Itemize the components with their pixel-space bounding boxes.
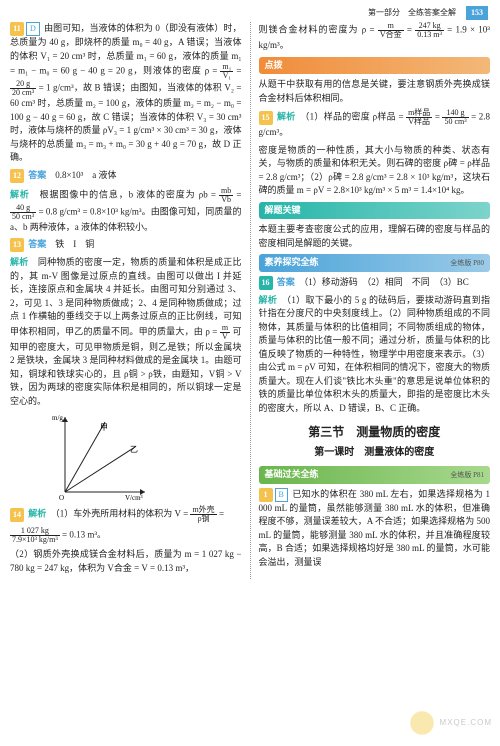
q12-frac1: mbVb (219, 187, 233, 204)
q15-frac2: 140 g50 cm³ (442, 109, 468, 126)
q13-val: 铁 I 铜 (55, 239, 94, 249)
header-part: 第一部分 全练答案全解 (368, 8, 456, 17)
q12-after1: = 0.8 g/cm³ = 0.8×10³ kg/m³。由图像可知，同质量的 a… (10, 206, 242, 231)
q16-val: （1）移动游码 （2）相同 不同 （3）BC (304, 277, 469, 287)
banner-jc: 基础过关全练 全练版 P81 (259, 466, 491, 484)
q11-num: 11 (10, 22, 24, 36)
page-number: 153 (466, 6, 488, 20)
svg-text:乙: 乙 (130, 445, 138, 454)
q16-ans: 16 答案 （1）移动游码 （2）相同 不同 （3）BC (259, 276, 491, 290)
banner-sy-title: 素养探究全练 (265, 256, 319, 270)
q12-num: 12 (10, 169, 24, 183)
svg-text:V/cm³: V/cm³ (125, 494, 143, 502)
svg-text:O: O (59, 494, 64, 502)
q14-frac4: 247 kg0.13 m³ (415, 22, 444, 39)
q13-ans-label: 答案 (28, 239, 46, 249)
banner-jc-right: 全练版 P81 (450, 470, 484, 481)
q15: 15 解析 （1）样品的密度 ρ样品 = m样品V样品 = 140 g50 cm… (259, 109, 491, 140)
mv-graph: m/g V/cm³ O 甲 乙 (50, 412, 150, 502)
tip2-banner: 解题关键 (259, 202, 491, 220)
q1b-text: 已知水的体积在 380 mL 左右，如果选择规格为 1 000 mL 的量筒，虽… (259, 489, 491, 567)
q13-after: 可知甲的密度大，可见甲物质是铜，则乙是铁；所以金属块 2 是铁块，金属块 3 是… (10, 326, 242, 405)
svg-text:甲: 甲 (100, 423, 108, 432)
q1b-opt: B (275, 488, 288, 502)
q11-text: 由图可知，当液体的体积为 0（即没有液体）时，总质量为 40 g，即烧杯的质量 … (10, 23, 242, 76)
q11-opt: D (26, 22, 40, 36)
q11-frac1: m₁V₁ (220, 63, 233, 80)
q1b-num: 1 (259, 488, 273, 502)
q15-num: 15 (259, 111, 273, 125)
tip1-banner: 点拨 (259, 57, 491, 75)
q12-val: 0.8×10³ a 液体 (55, 170, 116, 180)
q14-text2: （2）钢质外壳换成镁合金材料后，质量为 m = 1 027 kg − 780 k… (10, 548, 242, 575)
tip2-text: 本题主要考查密度公式的应用，理解石碑的密度与样品的密度相同是解题的关键。 (259, 223, 491, 250)
q1b: 1B 已知水的体积在 380 mL 左右，如果选择规格为 1 000 mL 的量… (259, 488, 491, 570)
banner-sy: 素养探究全练 全练版 P80 (259, 254, 491, 272)
q16-expl-label: 解析 (259, 295, 278, 305)
q11-after: = 1 g/cm³，故 B 错误；由图知，当液体的体积 V₂ = 60 cm³ … (10, 83, 242, 162)
q13-ans: 13 答案 铁 I 铜 (10, 238, 242, 252)
q12-frac2: 40 g50 cm³ (10, 204, 36, 221)
watermark: MXQE.COM (407, 708, 492, 738)
watermark-url: MXQE.COM (440, 717, 492, 729)
tip1-text: 从题干中获取有用的信息是关键，要注意钢质外壳换成镁合金材料后体积相同。 (259, 78, 491, 105)
q13-num: 13 (10, 238, 24, 252)
left-column: 11D 由图可知，当液体的体积为 0（即没有液体）时，总质量为 40 g，即烧杯… (10, 22, 251, 579)
q14-text3: 则镁合金材料的密度为 ρ = (259, 25, 378, 35)
q12-text1: 根据图像中的信息，b 液体的密度为 ρb = (40, 189, 219, 199)
q14-frac1: m外壳ρ钢 (190, 506, 216, 523)
q14-cont: 则镁合金材料的密度为 ρ = mV合金 = 247 kg0.13 m³ = 1.… (259, 22, 491, 53)
q13-text: 同种物质的密度一定，物质的质量和体积是成正比的，其 m-V 图像是过原点的直线。… (10, 257, 242, 336)
sec3-title: 第三节 测量物质的密度 (259, 423, 491, 441)
content-columns: 11D 由图可知，当液体的体积为 0（即没有液体）时，总质量为 40 g，即烧杯… (0, 0, 500, 589)
q14-frac3: mV合金 (378, 22, 404, 39)
right-column: 则镁合金材料的密度为 ρ = mV合金 = 247 kg0.13 m³ = 1.… (259, 22, 491, 579)
page-header: 第一部分 全练答案全解 153 (368, 6, 488, 20)
q16-ans-label: 答案 (277, 277, 295, 287)
q13-frac: mV (220, 324, 230, 341)
q15-text2: 密度是物质的一种性质，其大小与物质的种类、状态有关，与物质的质量和体积无关。则石… (259, 144, 491, 198)
q12-expl-label: 解析 (10, 189, 30, 199)
banner-sy-right: 全练版 P80 (450, 258, 484, 269)
q14-after1: = 0.13 m³。 (62, 530, 106, 540)
q14-text1: （1）车外壳所用材料的体积为 V = (55, 509, 190, 519)
q11-frac2: 20 g20 cm³ (10, 80, 36, 97)
svg-text:m/g: m/g (52, 414, 63, 422)
q11: 11D 由图可知，当液体的体积为 0（即没有液体）时，总质量为 40 g，即烧杯… (10, 22, 242, 165)
banner-jc-title: 基础过关全练 (265, 468, 319, 482)
q15-text1: （1）样品的密度 ρ样品 = (305, 112, 406, 122)
q15-expl-label: 解析 (277, 112, 296, 122)
q14: 14 解析 （1）车外壳所用材料的体积为 V = m外壳ρ钢 = (10, 506, 242, 523)
q14-expl-label: 解析 (28, 509, 46, 519)
q12-ans-label: 答案 (28, 170, 46, 180)
q16-num: 16 (259, 276, 273, 290)
q16-text: （1）取下最小的 5 g 的砝码后，要拨动游码直到指针指在分度尺的中央刻度线上。… (259, 295, 491, 413)
q15-frac1: m样品V样品 (406, 109, 432, 126)
q12-expl: 解析 根据图像中的信息，b 液体的密度为 ρb = mbVb = 40 g50 … (10, 187, 242, 235)
q16-expl: 解析 （1）取下最小的 5 g 的砝码后，要拨动游码直到指针指在分度尺的中央刻度… (259, 294, 491, 416)
q13-expl-label: 解析 (10, 257, 29, 267)
q14-frac2: 1 027 kg7.9×10³ kg/m³ (10, 527, 60, 544)
q14-line2: 1 027 kg7.9×10³ kg/m³ = 0.13 m³。 (10, 527, 242, 544)
watermark-logo (407, 708, 437, 738)
sec3-sub: 第一课时 测量液体的密度 (259, 445, 491, 460)
q13-expl: 解析 同种物质的密度一定，物质的质量和体积是成正比的，其 m-V 图像是过原点的… (10, 256, 242, 408)
q12-ans: 12 答案 0.8×10³ a 液体 (10, 169, 242, 183)
q14-num: 14 (10, 508, 24, 522)
